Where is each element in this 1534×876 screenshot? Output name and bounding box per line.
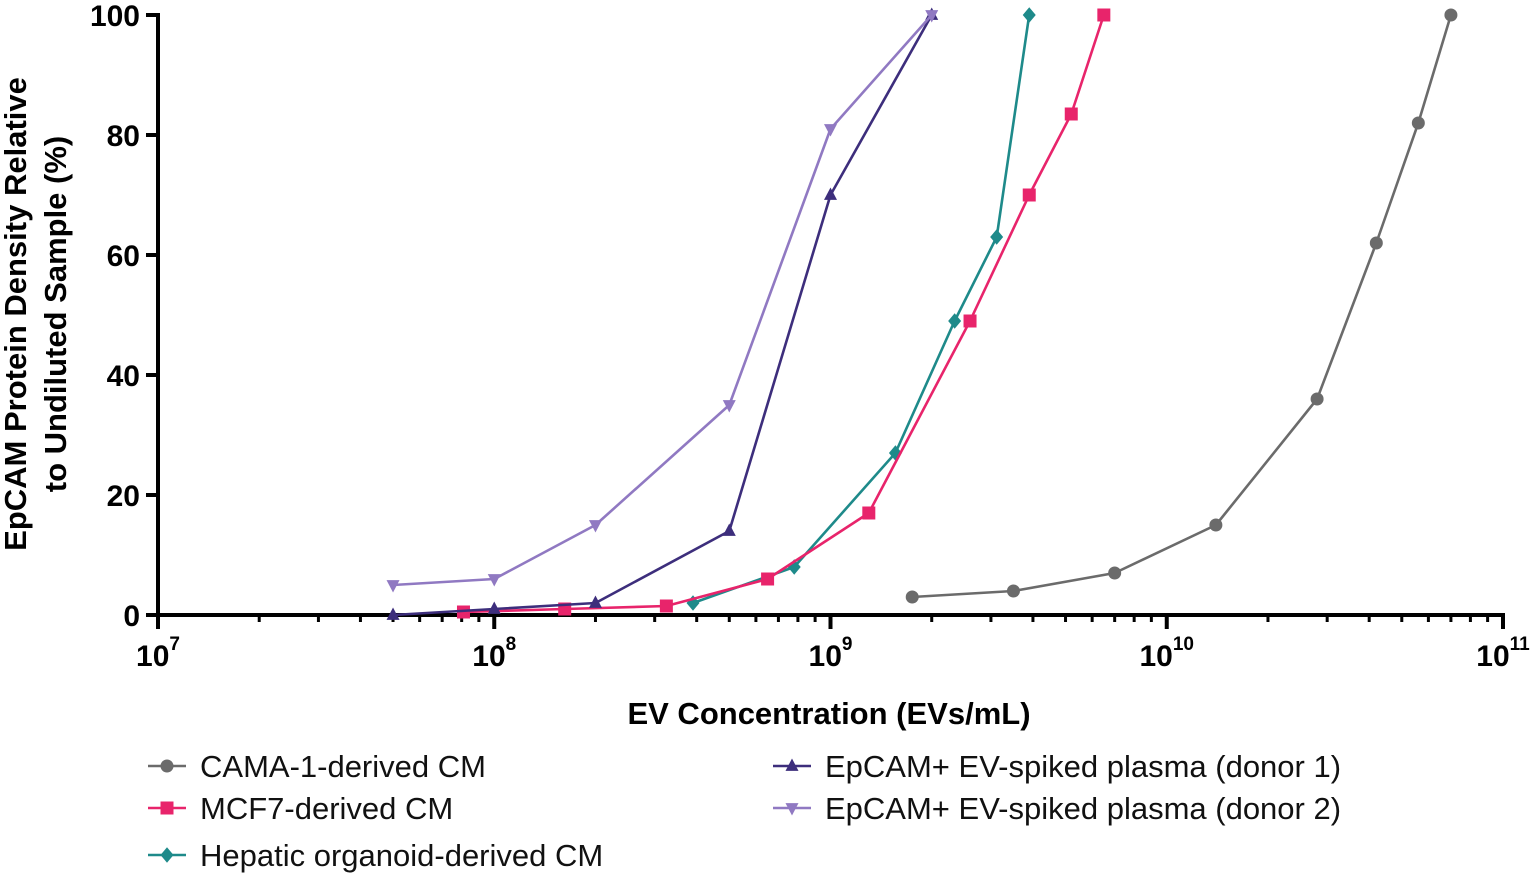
series-4 (386, 10, 939, 593)
data-point (1108, 566, 1122, 580)
y-tick-label: 20 (107, 480, 140, 513)
series-line (392, 14, 933, 587)
data-point (905, 590, 919, 604)
data-point (1006, 584, 1020, 598)
data-point (948, 313, 962, 329)
legend-label: EpCAM+ EV-spiked plasma (donor 2) (825, 791, 1341, 826)
y-axis-title-line-1: EpCAM Protein Density Relative (0, 77, 33, 551)
legend: CAMA-1-derived CM MCF7-derived CM Hepatic … (148, 749, 1341, 873)
x-ticks: 107 108 109 1010 1011 (136, 615, 1530, 673)
data-point (824, 187, 837, 200)
legend-swatch-marker (160, 759, 174, 773)
legend-swatch-marker (160, 847, 174, 863)
data-point (487, 574, 501, 587)
data-point (588, 520, 602, 533)
x-tick-label: 1011 (1476, 634, 1530, 673)
y-tick-label: 40 (107, 360, 140, 393)
x-tick-label: 109 (809, 634, 853, 673)
series-line (392, 14, 933, 617)
series-2 (686, 7, 1036, 611)
data-point (1097, 8, 1111, 22)
x-tick-label: 107 (136, 634, 180, 673)
legend-swatch-marker (160, 801, 174, 815)
legend-item: EpCAM+ EV-spiked plasma (donor 1) (773, 749, 1341, 784)
data-point (1064, 107, 1078, 121)
data-point (659, 599, 673, 613)
legend-label: MCF7-derived CM (200, 791, 453, 826)
data-point (487, 601, 501, 614)
data-point (761, 572, 775, 586)
data-point (588, 595, 602, 608)
series-0 (905, 8, 1458, 604)
data-point (1369, 236, 1383, 250)
data-point (1310, 392, 1324, 406)
data-point (925, 10, 939, 23)
series-line (692, 14, 1031, 605)
x-tick-label: 108 (472, 634, 516, 673)
y-tick-label: 0 (123, 600, 140, 633)
x-tick-label: 1010 (1139, 634, 1194, 673)
series-line (912, 14, 1453, 599)
legend-item: CAMA-1-derived CM (148, 749, 486, 784)
legend-swatch-marker (785, 803, 799, 816)
series-layer (386, 7, 1458, 620)
legend-label: EpCAM+ EV-spiked plasma (donor 1) (825, 749, 1341, 784)
data-point (386, 607, 400, 620)
legend-label: CAMA-1-derived CM (200, 749, 486, 784)
data-point (1022, 7, 1036, 23)
data-point (1444, 8, 1458, 22)
data-point (386, 580, 400, 593)
legend-label: Hepatic organoid-derived CM (200, 838, 603, 873)
x-axis-title: EV Concentration (EVs/mL) (627, 696, 1030, 731)
legend-item: Hepatic organoid-derived CM (148, 838, 603, 873)
series-1 (456, 8, 1111, 619)
y-tick-label: 80 (107, 120, 140, 153)
data-point (787, 559, 801, 575)
data-point (824, 124, 837, 137)
data-point (1209, 518, 1223, 532)
data-point (1022, 188, 1036, 202)
legend-swatch-marker (785, 758, 799, 771)
data-point (963, 314, 977, 328)
y-ticks: 0 20 40 60 80 100 (90, 0, 158, 633)
legend-item: EpCAM+ EV-spiked plasma (donor 2) (773, 791, 1341, 826)
series-3 (386, 7, 939, 620)
data-point (686, 595, 700, 611)
data-point (722, 523, 736, 536)
y-axis-title-line-2: to Undiluted Sample (%) (38, 136, 73, 493)
y-tick-label: 60 (107, 240, 140, 273)
y-axis-title: EpCAM Protein Density Relative to Undilu… (0, 77, 73, 551)
data-point (990, 229, 1004, 245)
data-point (1411, 116, 1425, 130)
data-point (862, 506, 876, 520)
series-line (463, 14, 1106, 614)
legend-item: MCF7-derived CM (148, 791, 453, 826)
y-tick-label: 100 (90, 0, 140, 33)
data-point (722, 400, 736, 413)
